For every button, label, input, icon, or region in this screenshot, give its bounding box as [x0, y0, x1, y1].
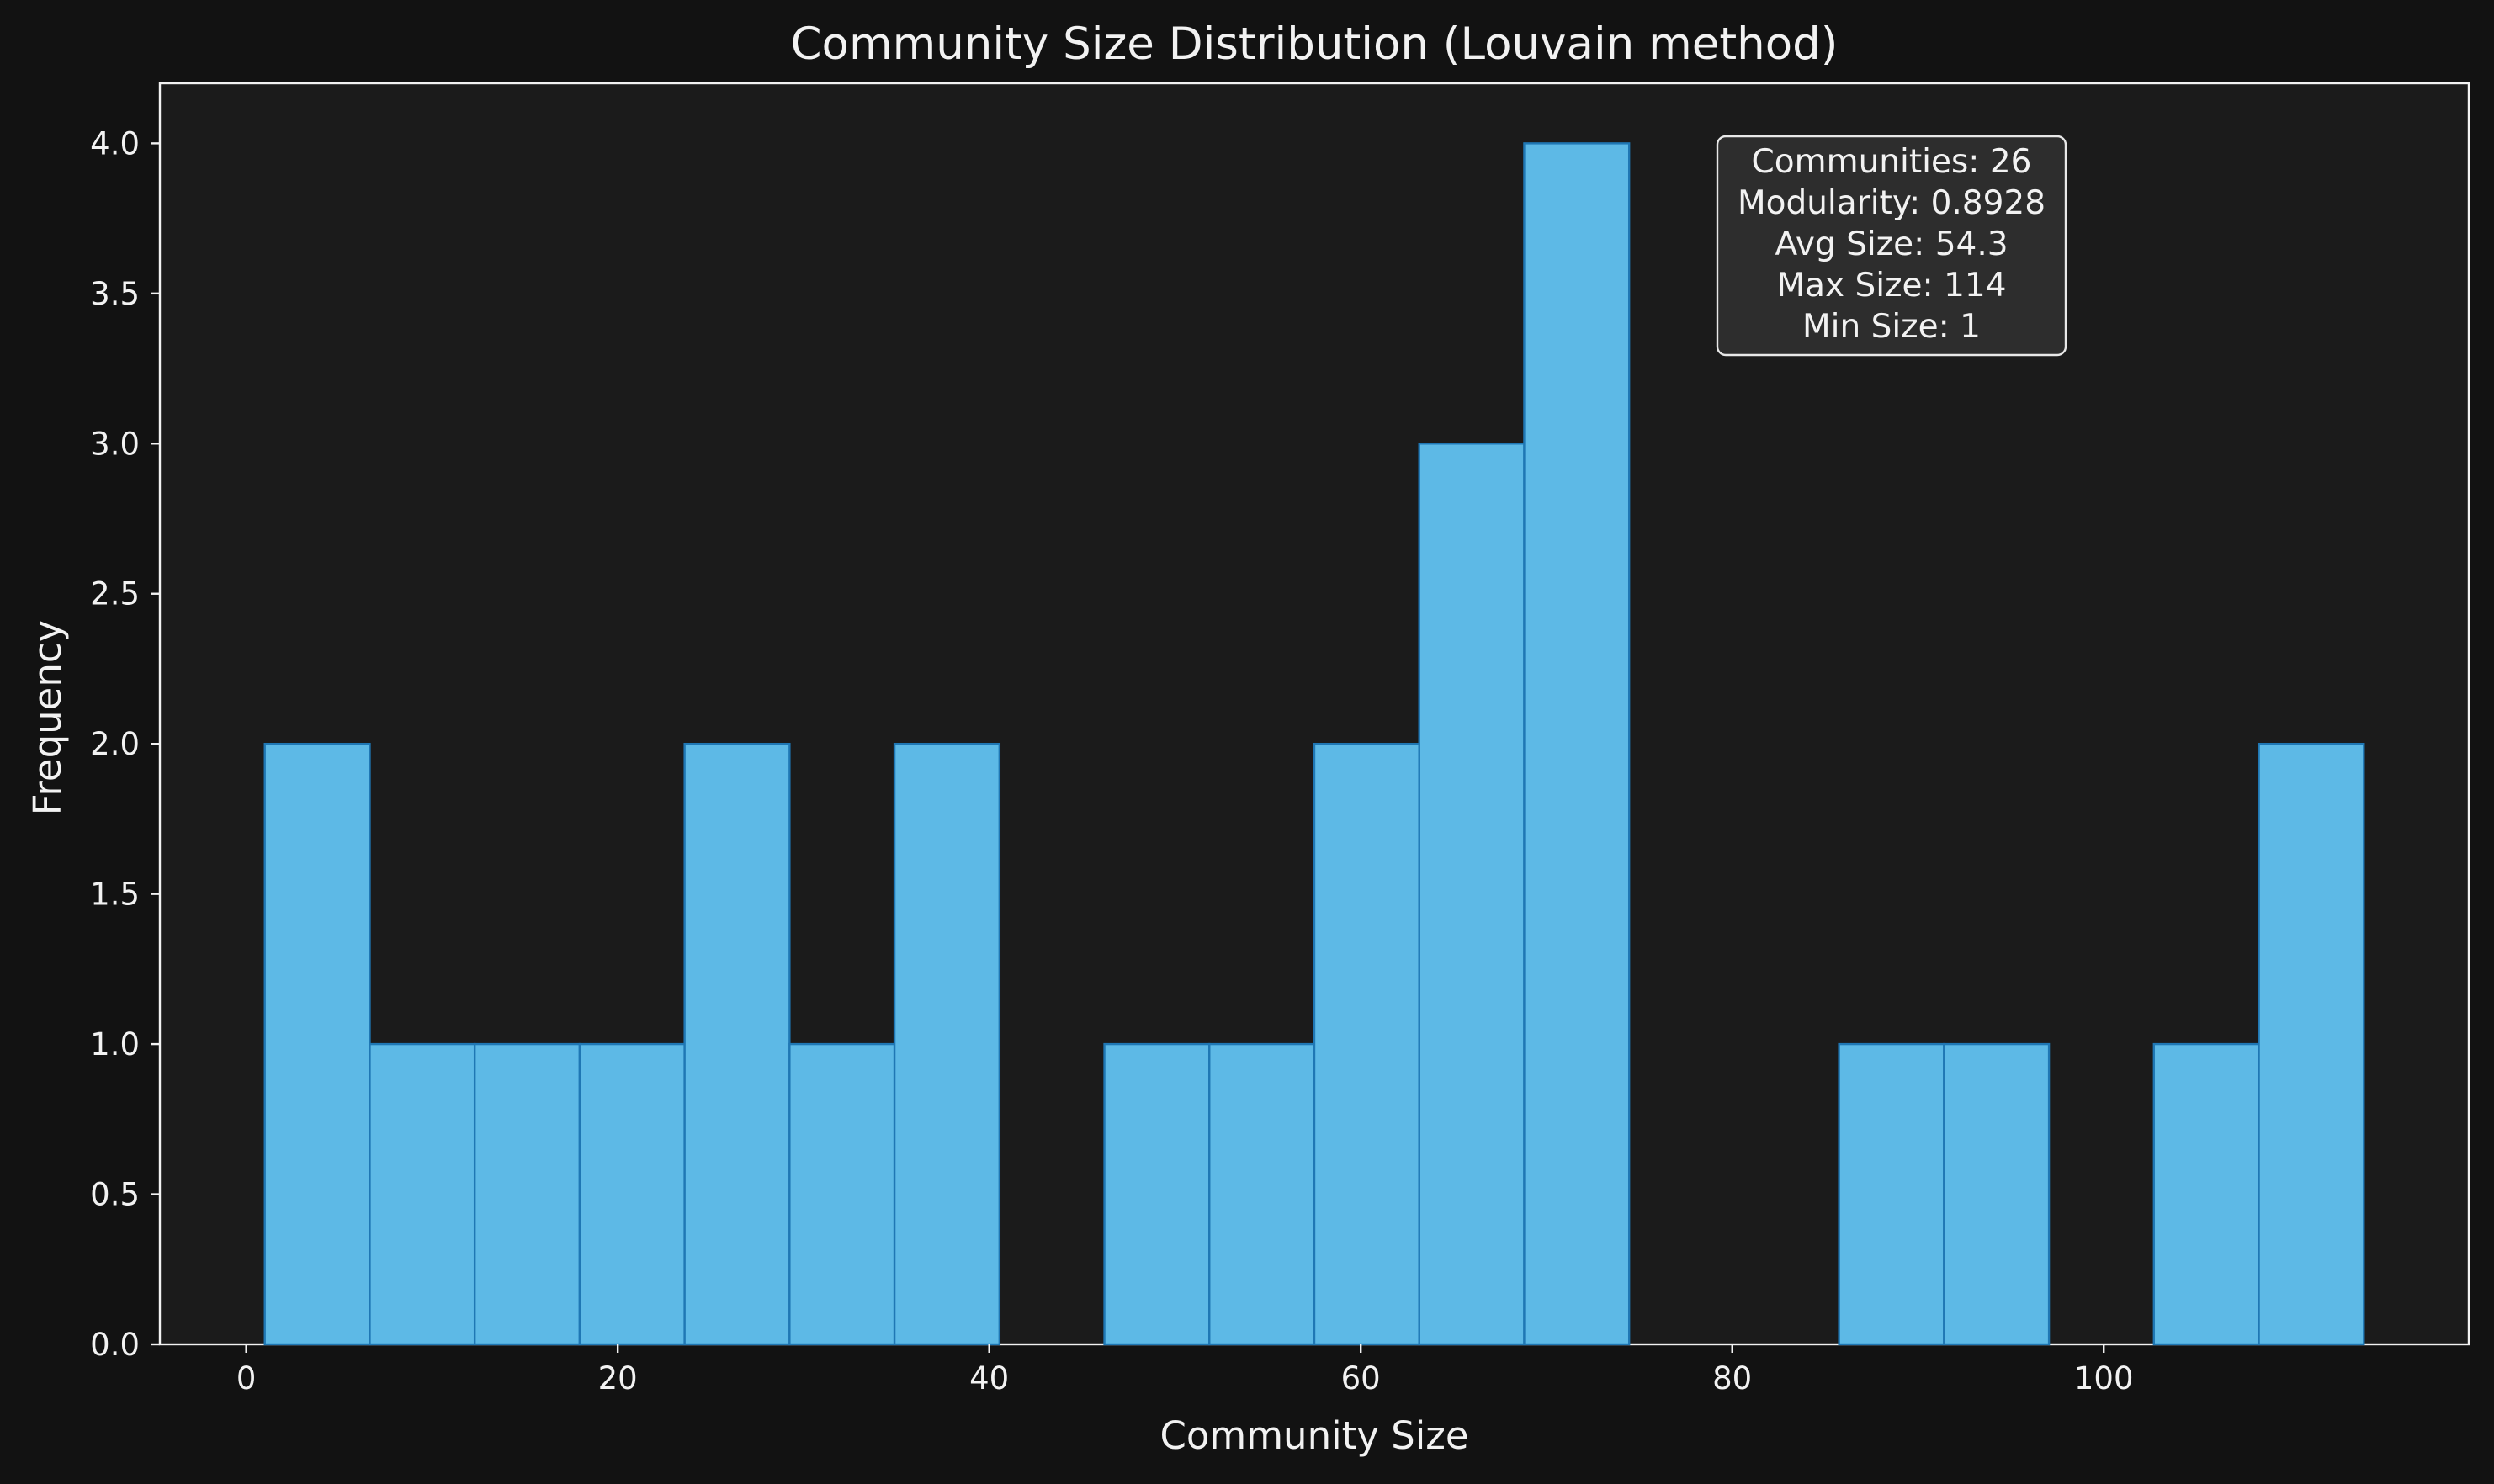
histogram-bar — [578, 1042, 686, 1346]
stats-max-size: Max Size: 114 — [1776, 267, 2006, 305]
histogram-bar — [1208, 1042, 1316, 1346]
bars-group — [263, 142, 2365, 1346]
x-tick-label: 40 — [969, 1360, 1009, 1397]
y-axis-ticks: 0.0 0.5 1.0 1.5 2.0 2.5 3.0 3.5 4.0 — [90, 125, 160, 1363]
histogram-bar — [1943, 1042, 2051, 1346]
stats-box-background — [1716, 135, 2067, 357]
histogram-bar — [1838, 1042, 1945, 1346]
histogram-bar — [369, 1042, 476, 1346]
y-tick-label: 4.0 — [90, 125, 140, 162]
y-tick-label: 0.0 — [90, 1327, 140, 1363]
histogram-bar — [1313, 742, 1420, 1346]
x-axis-label: Community Size — [1159, 1413, 1468, 1458]
histogram-bar — [893, 742, 1001, 1346]
histogram-bar — [473, 1042, 581, 1346]
histogram-bar — [2258, 742, 2365, 1346]
chart-title: Community Size Distribution (Louvain met… — [791, 19, 1839, 70]
histogram-bar — [1103, 1042, 1211, 1346]
stats-modularity: Modularity: 0.8928 — [1738, 184, 2046, 222]
histogram-bar — [1418, 443, 1526, 1346]
y-tick-label: 1.0 — [90, 1026, 140, 1063]
histogram-bar — [1523, 142, 1631, 1346]
histogram-bar — [2152, 1042, 2260, 1346]
stats-avg-size: Avg Size: 54.3 — [1775, 225, 2008, 263]
histogram-bar — [788, 1042, 896, 1346]
histogram-bar — [263, 742, 371, 1346]
histogram-bar — [683, 742, 791, 1346]
x-tick-label: 0 — [236, 1360, 257, 1397]
x-tick-label: 20 — [598, 1360, 638, 1397]
x-tick-label: 80 — [1712, 1360, 1752, 1397]
stats-communities: Communities: 26 — [1752, 143, 2032, 181]
x-tick-label: 100 — [2074, 1360, 2134, 1397]
x-axis-ticks: 0 20 40 60 80 100 — [236, 1344, 2134, 1397]
x-tick-label: 60 — [1341, 1360, 1381, 1397]
y-tick-label: 1.5 — [90, 877, 140, 913]
y-tick-label: 3.5 — [90, 276, 140, 312]
y-tick-label: 2.0 — [90, 726, 140, 762]
y-tick-label: 2.5 — [90, 576, 140, 612]
stats-annotation-box: Communities: 26 Modularity: 0.8928 Avg S… — [1716, 135, 2067, 357]
y-tick-label: 3.0 — [90, 426, 140, 462]
y-axis-label: Frequency — [25, 620, 70, 815]
y-tick-label: 0.5 — [90, 1177, 140, 1213]
stats-min-size: Min Size: 1 — [1802, 308, 1981, 346]
